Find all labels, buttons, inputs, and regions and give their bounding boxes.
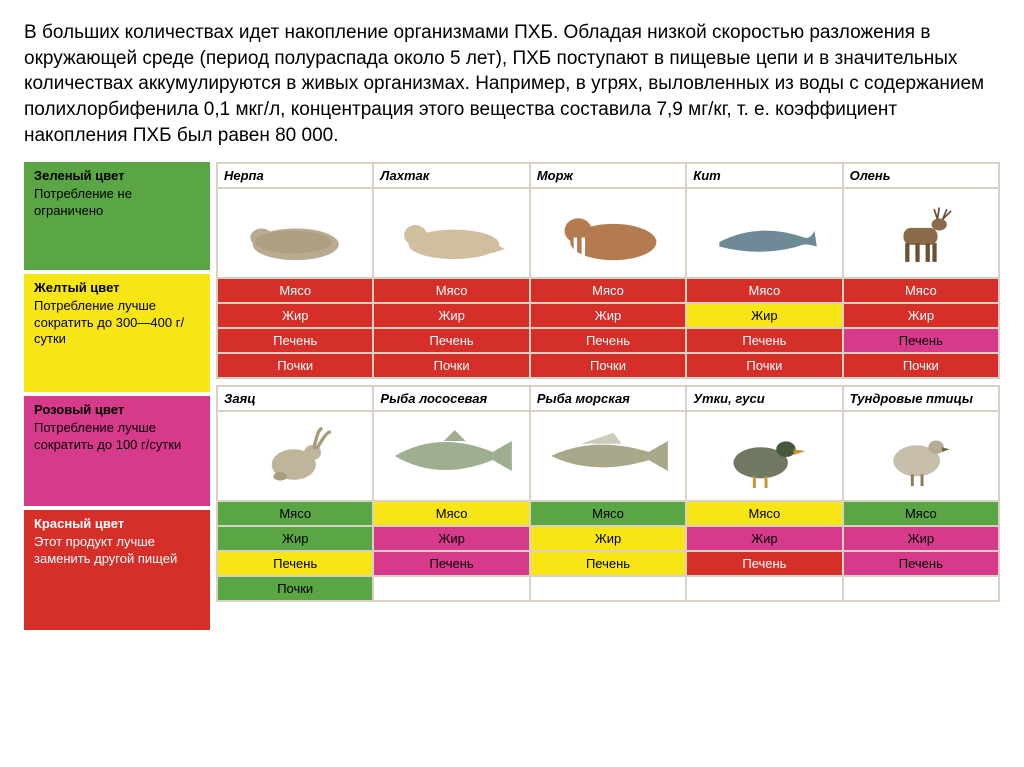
consumption-chart: Зеленый цвет Потребление не ограничено Ж… — [24, 162, 1000, 630]
animal-header: Кит — [686, 163, 842, 188]
group-bottom: Заяц Рыба лососевая Рыба морская Утки, г… — [216, 385, 1000, 602]
data-cell: Мясо — [686, 278, 842, 303]
data-cell: Мясо — [530, 278, 686, 303]
legend-yellow: Желтый цвет Потребление лучше сократить … — [24, 274, 210, 392]
animal-duck-icon — [686, 411, 842, 501]
image-row — [217, 188, 999, 278]
data-cell — [686, 576, 842, 601]
animal-header: Нерпа — [217, 163, 373, 188]
legend-column: Зеленый цвет Потребление не ограничено Ж… — [24, 162, 210, 630]
legend-desc: Потребление лучше сократить до 100 г/сут… — [34, 420, 181, 451]
data-cell: Почки — [530, 353, 686, 378]
data-cell: Печень — [686, 328, 842, 353]
data-cell: Жир — [843, 526, 999, 551]
legend-desc: Потребление лучше сократить до 300—400 г… — [34, 298, 184, 346]
data-cell: Печень — [843, 551, 999, 576]
data-cell: Жир — [530, 303, 686, 328]
data-cell: Почки — [217, 576, 373, 601]
data-cell: Мясо — [373, 501, 529, 526]
legend-title: Красный цвет — [34, 516, 200, 532]
animal-header: Рыба лососевая — [373, 386, 529, 411]
data-cell: Печень — [530, 551, 686, 576]
animal-header: Тундровые птицы — [843, 386, 999, 411]
data-cell: Мясо — [217, 501, 373, 526]
group-top: Нерпа Лахтак Морж Кит Олень — [216, 162, 1000, 379]
legend-desc: Потребление не ограничено — [34, 186, 132, 217]
data-cell: Печень — [373, 328, 529, 353]
table-row: МясоМясоМясоМясоМясо — [217, 501, 999, 526]
table-row: ПеченьПеченьПеченьПеченьПечень — [217, 328, 999, 353]
animal-header: Морж — [530, 163, 686, 188]
legend-title: Желтый цвет — [34, 280, 200, 296]
data-cell: Жир — [217, 303, 373, 328]
data-cell: Жир — [686, 303, 842, 328]
data-cell: Почки — [373, 353, 529, 378]
animal-deer-icon — [843, 188, 999, 278]
data-cell: Почки — [843, 353, 999, 378]
legend-title: Розовый цвет — [34, 402, 200, 418]
data-cell: Печень — [843, 328, 999, 353]
animal-header: Утки, гуси — [686, 386, 842, 411]
data-cell: Печень — [530, 328, 686, 353]
animal-seafish-icon — [530, 411, 686, 501]
image-row — [217, 411, 999, 501]
table-row: ЖирЖирЖирЖирЖир — [217, 526, 999, 551]
data-cell: Мясо — [373, 278, 529, 303]
data-cell — [843, 576, 999, 601]
data-column: Нерпа Лахтак Морж Кит Олень — [216, 162, 1000, 630]
legend-red: Красный цвет Этот продукт лучше заменить… — [24, 510, 210, 630]
legend-title: Зеленый цвет — [34, 168, 200, 184]
header-row: Заяц Рыба лососевая Рыба морская Утки, г… — [217, 386, 999, 411]
data-cell: Печень — [373, 551, 529, 576]
table-row: ПочкиПочкиПочкиПочкиПочки — [217, 353, 999, 378]
legend-pink: Розовый цвет Потребление лучше сократить… — [24, 396, 210, 506]
intro-text: В больших количествах идет накопление ор… — [24, 20, 1000, 148]
data-cell: Жир — [373, 303, 529, 328]
data-cell: Мясо — [686, 501, 842, 526]
data-cell: Жир — [530, 526, 686, 551]
legend-desc: Этот продукт лучше заменить другой пищей — [34, 534, 177, 565]
data-cell: Почки — [217, 353, 373, 378]
animal-hare-icon — [217, 411, 373, 501]
data-cell: Жир — [217, 526, 373, 551]
animal-header: Рыба морская — [530, 386, 686, 411]
table-row: ЖирЖирЖирЖирЖир — [217, 303, 999, 328]
animal-header: Лахтак — [373, 163, 529, 188]
table-row: МясоМясоМясоМясоМясо — [217, 278, 999, 303]
data-cell: Жир — [373, 526, 529, 551]
animal-header: Заяц — [217, 386, 373, 411]
data-cell: Печень — [686, 551, 842, 576]
animal-whale-icon — [686, 188, 842, 278]
data-cell: Мясо — [530, 501, 686, 526]
animal-header: Олень — [843, 163, 999, 188]
animal-tundra-bird-icon — [843, 411, 999, 501]
data-cell: Жир — [686, 526, 842, 551]
header-row: Нерпа Лахтак Морж Кит Олень — [217, 163, 999, 188]
animal-lakhtak-icon — [373, 188, 529, 278]
table-row: Почки — [217, 576, 999, 601]
data-cell: Почки — [686, 353, 842, 378]
animal-nerpa-icon — [217, 188, 373, 278]
data-cell: Жир — [843, 303, 999, 328]
data-cell — [530, 576, 686, 601]
data-cell: Мясо — [843, 278, 999, 303]
table-row: ПеченьПеченьПеченьПеченьПечень — [217, 551, 999, 576]
data-cell: Печень — [217, 551, 373, 576]
animal-salmon-icon — [373, 411, 529, 501]
data-cell: Мясо — [217, 278, 373, 303]
data-cell: Печень — [217, 328, 373, 353]
data-cell — [373, 576, 529, 601]
animal-walrus-icon — [530, 188, 686, 278]
legend-green: Зеленый цвет Потребление не ограничено — [24, 162, 210, 270]
data-cell: Мясо — [843, 501, 999, 526]
